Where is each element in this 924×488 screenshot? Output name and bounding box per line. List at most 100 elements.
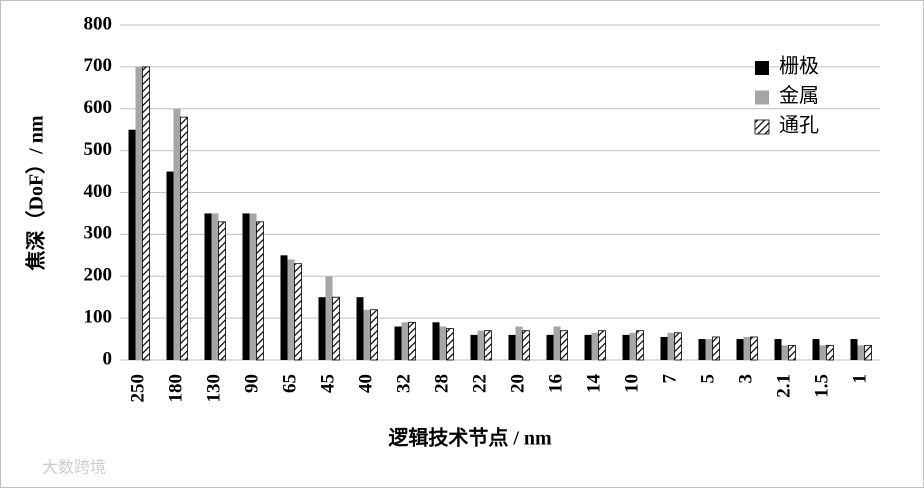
bar: [750, 336, 758, 361]
bar: [629, 332, 637, 360]
x-tick-label: 180: [165, 374, 186, 403]
bar: [546, 334, 554, 360]
bar: [363, 309, 371, 360]
y-axis-label: 焦深（DoF）/ nm: [24, 115, 48, 270]
x-tick-label: 10: [621, 374, 642, 393]
x-tick-label: 28: [431, 374, 452, 393]
bar: [128, 129, 136, 360]
x-tick-label: 1: [849, 374, 870, 384]
bar: [522, 330, 530, 361]
bar: [553, 326, 561, 360]
y-tick-label: 500: [84, 139, 113, 160]
bar: [218, 221, 226, 361]
y-tick-label: 400: [84, 181, 113, 202]
bar: [560, 330, 568, 361]
bar: [173, 108, 181, 360]
bar: [850, 339, 858, 360]
bar: [667, 332, 675, 360]
x-tick-label: 3: [735, 374, 756, 384]
bar: [674, 332, 682, 361]
x-tick-label: 90: [241, 374, 262, 393]
bar: [584, 334, 592, 360]
bar: [781, 345, 789, 360]
y-tick-label: 0: [103, 348, 113, 369]
bar: [470, 334, 478, 360]
bar: [736, 339, 744, 360]
legend-swatch: [755, 61, 769, 75]
y-tick-label: 200: [84, 265, 113, 286]
bar: [698, 339, 706, 360]
y-tick-label: 600: [84, 97, 113, 118]
bar: [774, 339, 782, 360]
x-axis-label: 逻辑技术节点 / nm: [388, 426, 552, 450]
bar: [622, 334, 630, 360]
x-tick-label: 65: [279, 374, 300, 393]
bar: [242, 213, 250, 360]
bar: [204, 213, 212, 360]
bar: [484, 330, 492, 361]
bar: [439, 326, 447, 360]
bar: [636, 330, 644, 361]
bar: [280, 255, 288, 360]
x-tick-label: 5: [697, 374, 718, 384]
bar: [211, 213, 219, 360]
legend-swatch: [754, 119, 770, 135]
y-tick-label: 100: [84, 306, 113, 327]
y-tick-label: 800: [84, 13, 113, 34]
bar: [743, 336, 751, 360]
bar: [788, 344, 796, 361]
watermark: 大数跨境: [42, 458, 106, 477]
bar: [477, 330, 485, 360]
x-tick-label: 2.1: [773, 374, 794, 398]
bar: [401, 322, 409, 360]
bar: [356, 297, 364, 360]
x-tick-label: 22: [469, 374, 490, 393]
y-tick-label: 300: [84, 223, 113, 244]
bar: [812, 339, 820, 360]
bar: [249, 213, 257, 360]
bar: [332, 296, 340, 361]
bar: [508, 334, 516, 360]
bar: [446, 328, 454, 361]
bar: [857, 345, 865, 360]
bar: [325, 276, 333, 360]
x-tick-label: 7: [659, 374, 680, 384]
x-tick-label: 20: [507, 374, 528, 393]
x-tick-label: 250: [127, 374, 148, 403]
x-tick-label: 130: [203, 374, 224, 403]
bar: [432, 322, 440, 360]
x-tick-label: 32: [393, 374, 414, 393]
bar: [180, 116, 188, 361]
bar: [591, 332, 599, 360]
bar: [826, 344, 834, 361]
legend-label: 通孔: [779, 114, 819, 137]
bar: [166, 171, 174, 360]
legend-label: 栅极: [779, 55, 819, 78]
bar: [598, 330, 606, 361]
legend-label: 金属: [779, 84, 819, 107]
bar: [705, 339, 713, 360]
bar: [408, 321, 416, 361]
legend-swatch: [755, 90, 769, 105]
x-tick-label: 40: [355, 374, 376, 393]
bar: [256, 221, 264, 361]
bar: [370, 309, 378, 361]
bar: [294, 263, 302, 361]
bar: [318, 297, 326, 360]
x-tick-label: 1.5: [811, 374, 832, 398]
x-tick-label: 45: [317, 374, 338, 393]
bar: [135, 66, 143, 360]
bar: [864, 344, 872, 361]
x-tick-label: 14: [583, 374, 604, 394]
x-tick-label: 16: [545, 374, 566, 393]
y-tick-label: 700: [84, 55, 113, 76]
bar: [142, 66, 150, 361]
bar: [287, 259, 295, 360]
bar: [515, 326, 523, 360]
bar: [819, 345, 827, 360]
bar: [712, 336, 720, 361]
bar: [394, 326, 402, 360]
bar: [660, 336, 668, 360]
